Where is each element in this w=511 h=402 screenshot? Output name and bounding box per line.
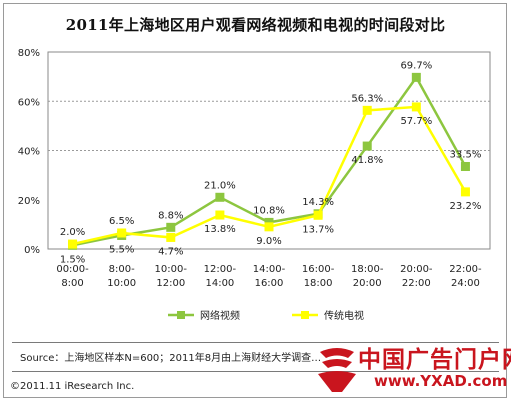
source-note: Source：上海地区样本N=600；2011年8月由上海财经大学调查… <box>20 353 322 364</box>
data-point <box>166 232 176 242</box>
x-tick-label: 12:00- <box>204 264 237 275</box>
source-divider-top <box>12 342 499 343</box>
x-tick-label: 20:00- <box>400 264 433 275</box>
y-tick-label: 20% <box>18 196 40 207</box>
x-tick-label: 10:00- <box>155 264 188 275</box>
x-tick-label: 00:00- <box>56 264 89 275</box>
legend-swatch <box>177 311 185 319</box>
data-label: 23.2% <box>450 201 482 212</box>
watermark-url: www.YXAD.com <box>374 372 508 390</box>
legend-swatch <box>301 311 309 319</box>
data-label: 10.8% <box>253 205 285 216</box>
data-label: 5.5% <box>109 244 134 255</box>
data-point <box>411 102 421 112</box>
x-tick-label: 8:00 <box>61 278 83 289</box>
y-tick-label: 60% <box>18 97 40 108</box>
data-label: 56.3% <box>351 93 383 104</box>
x-tick-label: 24:00 <box>451 278 480 289</box>
watermark-emblem-icon <box>318 348 356 392</box>
data-label: 41.8% <box>351 155 383 166</box>
x-tick-label: 22:00 <box>402 278 431 289</box>
data-point <box>166 222 176 232</box>
y-tick-label: 0% <box>24 245 40 256</box>
x-tick-label: 12:00 <box>156 278 185 289</box>
x-tick-label: 14:00 <box>205 278 234 289</box>
data-point <box>264 222 274 232</box>
data-label: 2.0% <box>60 227 85 238</box>
data-label: 13.8% <box>204 224 236 235</box>
data-point <box>117 228 127 238</box>
data-label: 8.8% <box>158 210 183 221</box>
legend-label: 传统电视 <box>324 309 364 322</box>
data-label: 9.0% <box>256 236 281 247</box>
line-chart: 0% 20% 40% 60% 80% 00:00- 8:00 8:00- 10:00 10:00-… <box>18 48 491 322</box>
x-tick-label: 18:00- <box>351 264 384 275</box>
x-tick-label: 8:00- <box>109 264 135 275</box>
data-point <box>313 210 323 220</box>
data-point <box>215 210 225 220</box>
data-label: 13.7% <box>302 224 334 235</box>
copyright-text: ©2011.11 iResearch Inc. <box>10 381 135 392</box>
data-point <box>411 72 421 82</box>
x-tick-label: 10:00 <box>107 278 136 289</box>
data-label: 21.0% <box>204 180 236 191</box>
x-tick-label: 22:00- <box>449 264 482 275</box>
data-point <box>460 187 470 197</box>
data-label: 69.7% <box>400 60 432 71</box>
x-tick-label: 18:00 <box>304 278 333 289</box>
data-label: 14.3% <box>302 197 334 208</box>
data-point <box>215 192 225 202</box>
source-divider-bottom <box>12 371 499 372</box>
watermark-brand: 中国广告门户网 <box>358 346 511 373</box>
y-tick-label: 80% <box>18 48 40 59</box>
chart-frame <box>3 3 507 398</box>
watermark-logo: 中国广告门户网 www.YXAD.com <box>312 340 511 398</box>
data-point <box>460 162 470 172</box>
data-label: 33.5% <box>450 150 482 161</box>
y-tick-label: 40% <box>18 147 40 158</box>
data-label: 4.7% <box>158 246 183 257</box>
x-tick-label: 16:00 <box>255 278 284 289</box>
x-tick-label: 16:00- <box>302 264 335 275</box>
x-tick-label: 14:00- <box>253 264 286 275</box>
data-point <box>362 105 372 115</box>
legend-label: 网络视频 <box>200 309 240 322</box>
data-label: 6.5% <box>109 216 134 227</box>
data-label: 57.7% <box>400 116 432 127</box>
x-tick-label: 20:00 <box>353 278 382 289</box>
data-point <box>362 141 372 151</box>
data-point <box>68 239 78 249</box>
chart-title: 2011年上海地区用户观看网络视频和电视的时间段对比 <box>65 16 446 34</box>
data-label: 1.5% <box>60 254 85 265</box>
